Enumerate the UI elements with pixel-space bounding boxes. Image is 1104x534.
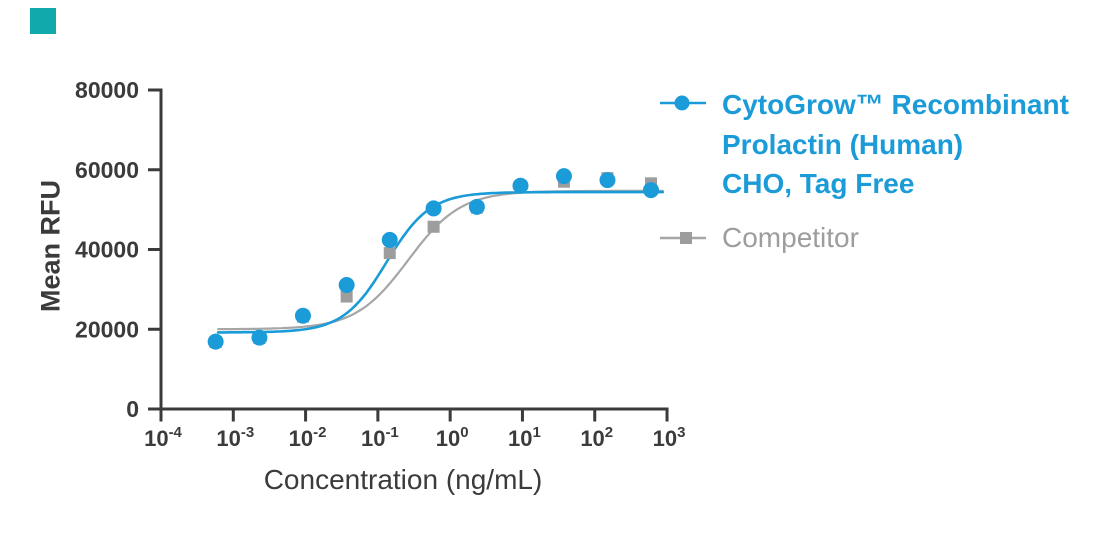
x-tick-label: 10-4 bbox=[144, 424, 182, 451]
x-tick-exponent: 0 bbox=[460, 424, 468, 441]
data-point-cytogrow bbox=[512, 177, 529, 194]
legend-label-line3: CHO, Tag Free bbox=[722, 168, 915, 199]
data-point-cytogrow bbox=[599, 172, 616, 189]
x-tick-exponent: 2 bbox=[605, 424, 613, 441]
data-point-cytogrow bbox=[381, 231, 398, 248]
data-point-competitor bbox=[427, 220, 440, 233]
data-point-cytogrow bbox=[425, 200, 442, 217]
data-point-cytogrow bbox=[468, 198, 485, 215]
x-tick-exponent: 3 bbox=[677, 424, 685, 441]
legend-marker-cytogrow bbox=[660, 95, 706, 111]
data-point-competitor bbox=[340, 290, 353, 303]
x-tick-label: 103 bbox=[653, 424, 686, 451]
data-point-competitor bbox=[383, 247, 396, 260]
x-tick-label: 101 bbox=[508, 424, 541, 451]
x-tick-exponent: -2 bbox=[313, 424, 326, 441]
y-axis-title: Mean RFU bbox=[35, 179, 66, 313]
legend-square-icon bbox=[680, 232, 692, 244]
x-tick-exponent: -3 bbox=[241, 424, 254, 441]
data-point-cytogrow bbox=[251, 329, 268, 346]
x-tick-label: 102 bbox=[580, 424, 613, 451]
legend-label-line1: CytoGrow™ Recombinant bbox=[722, 89, 1069, 120]
x-tick-exponent: 1 bbox=[533, 424, 541, 441]
x-axis-title: Concentration (ng/mL) bbox=[263, 464, 543, 495]
brand-corner-square bbox=[30, 8, 56, 34]
legend-circle-icon bbox=[674, 95, 690, 111]
x-tick-exponent: -4 bbox=[169, 424, 183, 441]
x-tick-exponent: -1 bbox=[385, 424, 398, 441]
legend-label-line2: Prolactin (Human) bbox=[722, 128, 964, 160]
data-point-cytogrow bbox=[642, 182, 659, 199]
legend-label-cytogrow: CytoGrow™ Recombinant Prolactin (Human) … bbox=[722, 85, 1069, 204]
y-tick-label: 80000 bbox=[75, 77, 139, 103]
data-point-cytogrow bbox=[338, 276, 355, 293]
y-tick-label: 0 bbox=[126, 396, 139, 422]
data-point-cytogrow bbox=[555, 168, 572, 185]
data-point-cytogrow bbox=[207, 333, 224, 350]
legend-label-competitor: Competitor bbox=[722, 222, 859, 253]
data-point-cytogrow bbox=[294, 307, 311, 324]
legend-marker-competitor bbox=[660, 232, 706, 244]
x-tick-label: 10-2 bbox=[289, 424, 327, 451]
x-tick-label: 10-3 bbox=[216, 424, 254, 451]
y-tick-label: 40000 bbox=[75, 237, 139, 263]
x-tick-label: 10-1 bbox=[361, 424, 399, 451]
y-tick-label: 60000 bbox=[75, 157, 139, 183]
fit-curve-cytogrow bbox=[216, 190, 664, 334]
y-tick-label: 20000 bbox=[75, 316, 139, 342]
x-tick-label: 100 bbox=[436, 424, 469, 451]
